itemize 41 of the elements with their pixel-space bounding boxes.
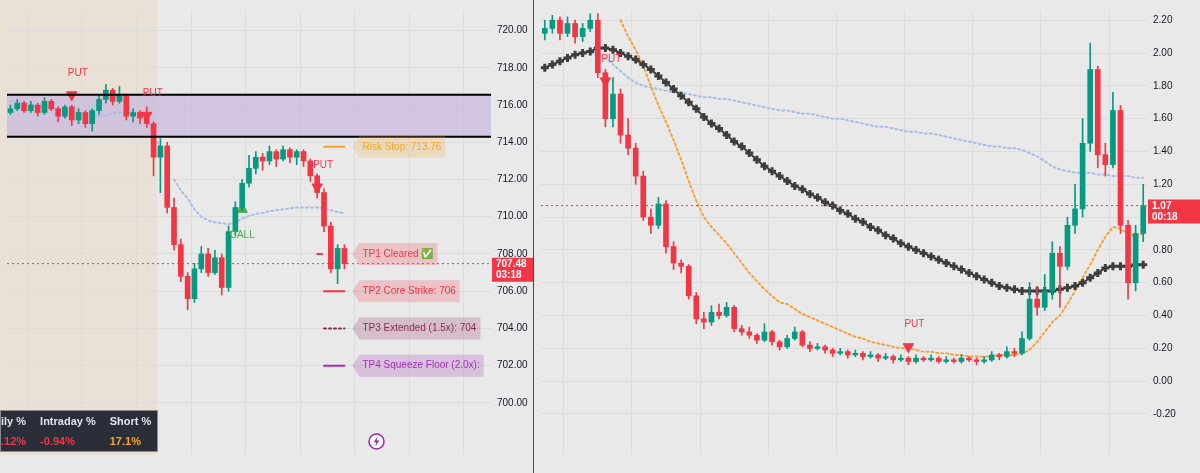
y-tick-label: 700.00	[497, 396, 529, 408]
candlestick	[836, 348, 843, 356]
y-tick-label: -0.20	[1152, 407, 1176, 419]
y-tick-label: 712.00	[497, 173, 529, 185]
y-tick-label: 0.00	[1152, 374, 1173, 386]
y-tick-label: 714.00	[497, 136, 529, 148]
series-label: Risk Stop: 713.76	[362, 140, 442, 152]
annotation: ily %	[1, 415, 27, 427]
y-tick-label: 2.20	[1152, 13, 1173, 25]
y-tick-label: 0.20	[1152, 342, 1173, 354]
y-tick-label: 0.80	[1152, 243, 1173, 255]
series-label: PUT	[600, 52, 621, 64]
y-tick-label: 708.00	[497, 247, 529, 259]
annotation: .12%	[1, 435, 27, 447]
y-tick-label: 710.00	[497, 210, 529, 222]
annotation: Short %	[109, 415, 152, 427]
series-label: PUT	[67, 66, 88, 78]
y-tick-label: 1.40	[1152, 145, 1173, 157]
ref-line-label: 707.48 03:18	[496, 257, 528, 280]
text: TP1 Cleared ✅	[362, 246, 434, 260]
y-tick-label: 720.00	[497, 24, 529, 36]
annotation: Intraday %	[40, 415, 96, 427]
y-tick-label: 718.00	[497, 61, 529, 73]
y-tick-label: 704.00	[497, 322, 529, 334]
annotation: 17.1%	[109, 435, 142, 447]
ref-line-label: 1.07 00:18	[1151, 199, 1178, 222]
y-tick-label: 1.80	[1152, 79, 1173, 91]
text: PUT	[313, 158, 334, 170]
y-tick-label: 2.00	[1152, 46, 1173, 58]
series-label: TP2 Core Strike: 706	[362, 284, 457, 296]
y-tick-label: 0.40	[1152, 309, 1173, 321]
y-tick-label: 0.60	[1152, 276, 1173, 288]
series-label: TP3 Extended (1.5x): 704	[362, 322, 477, 334]
y-tick-label: 1.60	[1152, 112, 1173, 124]
annotation: -0.94%	[40, 435, 76, 447]
y-tick-label: 706.00	[497, 284, 529, 296]
y-tick-label: 1.20	[1152, 178, 1173, 190]
y-tick-label: 716.00	[497, 98, 529, 110]
text: PUT	[903, 318, 924, 330]
series-label: TP4 Squeeze Floor (2.0x):	[362, 359, 480, 371]
y-tick-label: 702.00	[497, 359, 529, 371]
